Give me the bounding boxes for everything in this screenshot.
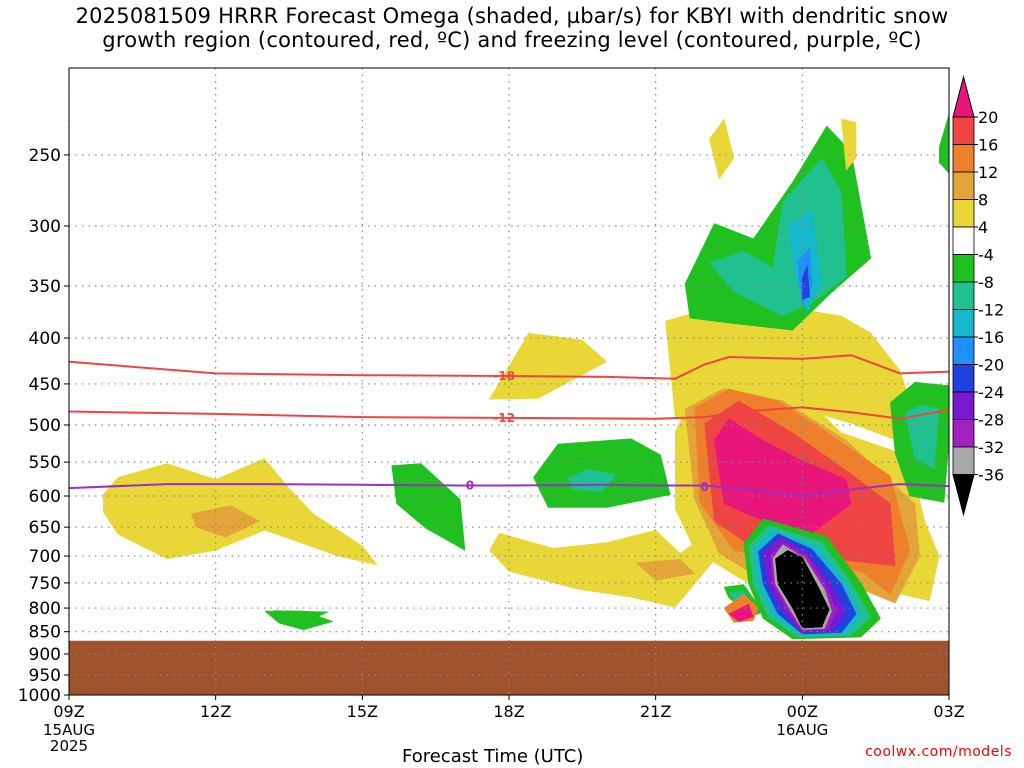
- y-tick-label-350: 350: [29, 277, 61, 297]
- contour-label-2-b: 0: [700, 480, 708, 494]
- y-tick-label-400: 400: [29, 329, 61, 349]
- colorbar-label--16: -16: [978, 328, 1004, 347]
- omega-region-2: [391, 463, 466, 551]
- omega-region-37: [274, 610, 329, 624]
- colorbar-label--36: -36: [978, 466, 1004, 485]
- y-tick-label-850: 850: [29, 623, 61, 643]
- contour-label-1: -12: [493, 411, 515, 425]
- colorbar-bin-13: [952, 446, 975, 475]
- y-tick-label-300: 300: [29, 217, 61, 237]
- colorbar: 20 16 12 8 4 -4 -8 -12 -16 -20 -24 -28 -32 -36: [952, 75, 1004, 517]
- y-tick-label-1000: 1000: [18, 686, 61, 706]
- colorbar-bin-6: [952, 254, 975, 283]
- colorbar-label--12: -12: [978, 301, 1004, 320]
- contour-lines: -18 -12 0 0: [68, 354, 950, 497]
- omega-region-4: [489, 332, 608, 400]
- colorbar-bin-5: [952, 226, 975, 255]
- colorbar-bin-9: [952, 336, 975, 365]
- y-tick-label-900: 900: [29, 645, 61, 665]
- colorbar-label--28: -28: [978, 411, 1004, 430]
- y-tick-label-500: 500: [29, 416, 61, 436]
- colorbar-bin-12: [952, 419, 975, 448]
- colorbar-label-12: 12: [978, 163, 998, 182]
- x-tick-label-00Z: 00Z: [787, 702, 818, 721]
- y-tick-label-800: 800: [29, 599, 61, 619]
- contour-label-2: 0: [466, 478, 474, 492]
- omega-region-8: [635, 559, 696, 581]
- omega-region-21: [841, 118, 857, 171]
- contour-label-0: -18: [493, 369, 515, 383]
- y-tick-label-700: 700: [29, 547, 61, 567]
- y-tick-label-600: 600: [29, 487, 61, 507]
- y-tick-label-650: 650: [29, 518, 61, 538]
- x-sublabel-00Z-0: 16AUG: [776, 721, 828, 739]
- colorbar-label-4: 4: [978, 218, 988, 237]
- site-credit[interactable]: coolwx.com/models: [865, 744, 1012, 760]
- x-tick-label-12Z: 12Z: [200, 702, 231, 721]
- contour-line-2: [68, 483, 950, 497]
- y-axis: 2503003504004505005506006507007508008509…: [18, 146, 69, 706]
- contour-line-1: [68, 406, 950, 420]
- colorbar-label--8: -8: [978, 273, 994, 292]
- omega-region-24: [904, 404, 940, 470]
- x-tick-label-15Z: 15Z: [347, 702, 378, 721]
- colorbar-label--20: -20: [978, 356, 1004, 375]
- y-tick-label-550: 550: [29, 453, 61, 473]
- colorbar-bottom-arrow: [952, 474, 975, 517]
- x-sublabel-09Z-1: 2025: [50, 737, 88, 755]
- colorbar-label-16: 16: [978, 136, 998, 155]
- colorbar-label--32: -32: [978, 438, 1004, 457]
- x-sublabel-09Z-0: 15AUG: [43, 721, 95, 739]
- omega-region-1: [190, 505, 260, 538]
- colorbar-bin-11: [952, 391, 975, 420]
- colorbar-bin-2: [952, 144, 975, 173]
- x-tick-label-18Z: 18Z: [493, 702, 524, 721]
- colorbar-bin-1: [952, 116, 975, 145]
- colorbar-label-8: 8: [978, 191, 988, 210]
- colorbar-bin-3: [952, 171, 975, 200]
- omega-region-22: [938, 113, 950, 174]
- colorbar-bin-4: [952, 199, 975, 228]
- omega-region-14: [714, 418, 852, 534]
- contour-line-0: [68, 354, 950, 380]
- y-tick-label-950: 950: [29, 666, 61, 686]
- omega-region-20: [709, 118, 735, 180]
- colorbar-label--24: -24: [978, 383, 1004, 402]
- colorbar-bin-7: [952, 281, 975, 310]
- x-tick-label-21Z: 21Z: [640, 702, 671, 721]
- colorbar-label--4: -4: [978, 246, 994, 265]
- omega-region-28: [728, 603, 754, 622]
- y-tick-label-750: 750: [29, 574, 61, 594]
- x-tick-label-03Z: 03Z: [933, 702, 964, 721]
- y-tick-label-450: 450: [29, 375, 61, 395]
- y-tick-label-250: 250: [29, 146, 61, 166]
- x-tick-label-09Z: 09Z: [53, 702, 84, 721]
- colorbar-bin-10: [952, 364, 975, 393]
- x-axis-title: Forecast Time (UTC): [402, 746, 584, 767]
- omega-region-19: [802, 265, 810, 300]
- colorbar-bin-8: [952, 309, 975, 338]
- colorbar-top-arrow: [952, 75, 975, 118]
- chart-title: 2025081509 HRRR Forecast Omega (shaded, …: [75, 4, 949, 52]
- colorbar-label-20: 20: [978, 108, 998, 127]
